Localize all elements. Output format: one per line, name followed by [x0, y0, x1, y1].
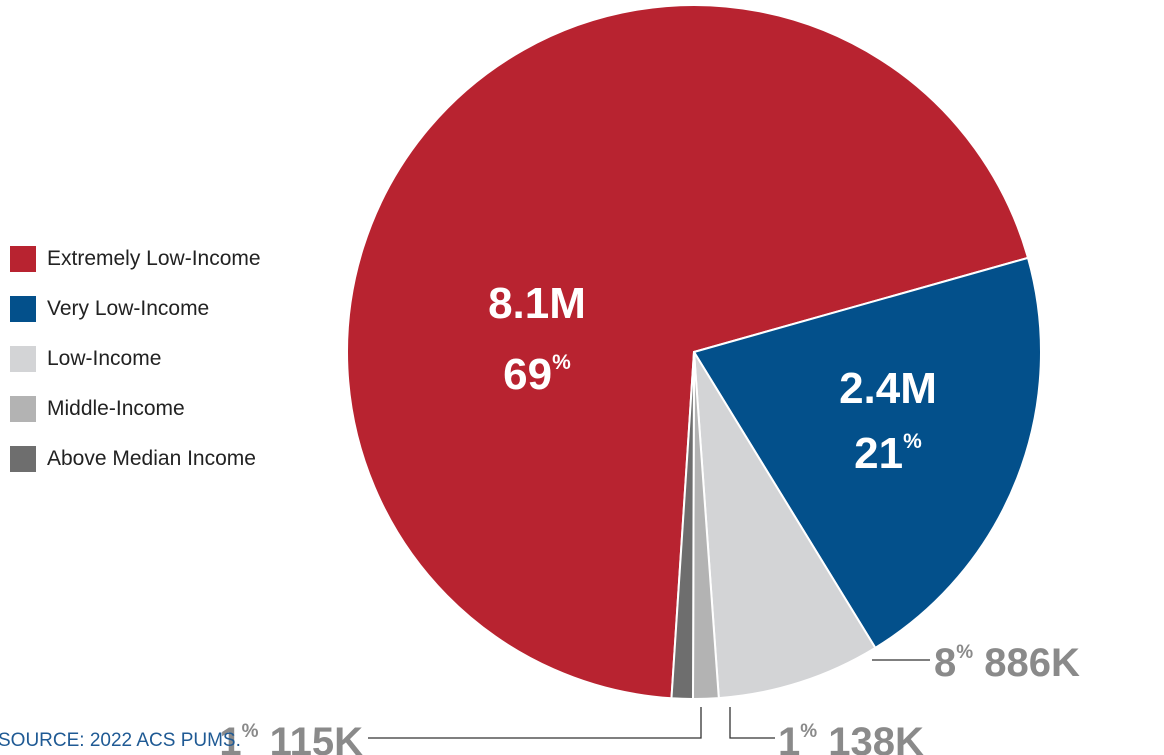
slice-percent-label: 69% [503, 350, 571, 399]
legend-label: Very Low-Income [47, 297, 210, 320]
leader-line [729, 707, 775, 739]
pie-slice-above-median-income [670, 351, 695, 700]
slice-count-label: 8.1M [488, 279, 586, 328]
legend-item-low-income: Low-Income [10, 334, 261, 384]
pie-slice-extremely-low-income [346, 4, 1029, 700]
slice-count-label: 2.4M [839, 364, 937, 413]
source-note: SOURCE: 2022 ACS PUMS. [0, 730, 241, 751]
legend-label: Middle-Income [47, 397, 185, 420]
legend-label: Extremely Low-Income [47, 247, 261, 270]
legend-item-extremely-low-income: Extremely Low-Income [10, 234, 261, 284]
legend: Extremely Low-Income Very Low-Income Low… [10, 234, 261, 484]
slice-value-label: 1% 138K [778, 720, 924, 755]
legend-label: Low-Income [47, 347, 162, 370]
slice-value-label: 8% 886K [934, 641, 1080, 685]
legend-swatch [10, 446, 36, 472]
legend-swatch [10, 246, 36, 272]
legend-swatch [10, 296, 36, 322]
legend-item-very-low-income: Very Low-Income [10, 284, 261, 334]
legend-item-middle-income: Middle-Income [10, 384, 261, 434]
legend-swatch [10, 396, 36, 422]
legend-swatch [10, 346, 36, 372]
pie-slice-low-income [693, 351, 877, 700]
slice-value-label: 1% 115K [219, 720, 363, 755]
leader-line [368, 707, 702, 739]
legend-label: Above Median Income [47, 447, 256, 470]
legend-item-above-median-income: Above Median Income [10, 434, 261, 484]
slice-percent-label: 21% [854, 429, 922, 478]
pie-slice-very-low-income [693, 256, 1042, 649]
